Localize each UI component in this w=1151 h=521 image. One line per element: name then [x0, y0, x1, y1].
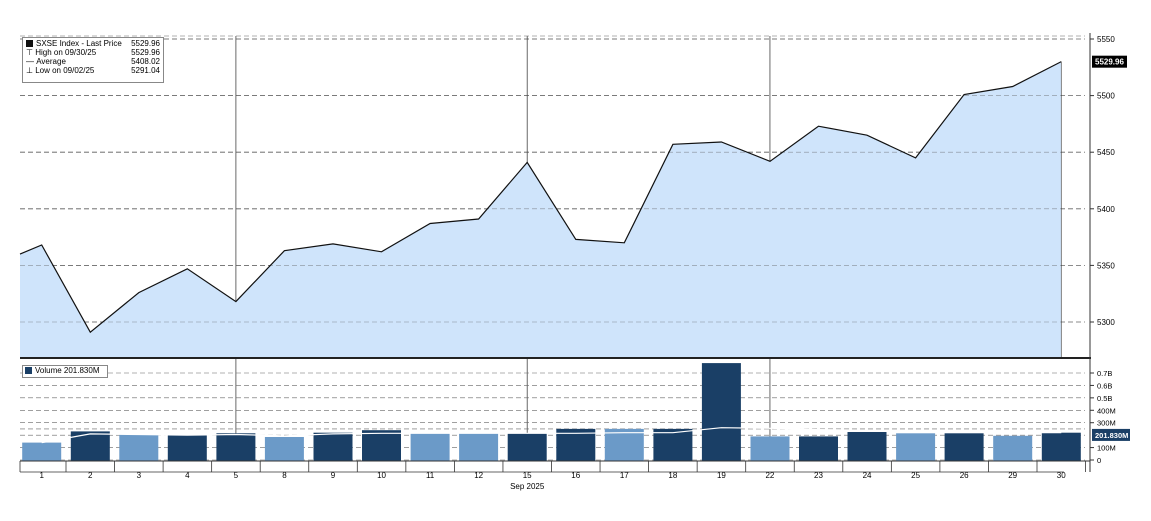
- price-legend-low: 5291.04: [131, 66, 160, 75]
- volume-bar: [1041, 432, 1081, 461]
- volume-bar: [410, 433, 450, 461]
- x-tick-label: 10: [377, 471, 386, 480]
- volume-bar: [896, 433, 936, 461]
- low-marker-icon: ⊥: [26, 66, 36, 75]
- volume-legend: Volume 201.830M: [22, 365, 108, 378]
- volume-tick-label: 0: [1097, 456, 1101, 465]
- x-tick-label: 17: [620, 471, 629, 480]
- price-tick-label: 5450: [1097, 148, 1115, 157]
- volume-bar: [604, 428, 644, 461]
- price-legend-low-row: ⊥ Low on 09/02/25 5291.04: [26, 66, 160, 75]
- price-legend-title-row: SXSE Index - Last Price 5529.96: [26, 39, 160, 48]
- price-legend-title: SXSE Index - Last Price: [36, 39, 122, 48]
- x-tick-label: 19: [717, 471, 726, 480]
- x-tick-label: 15: [523, 471, 532, 480]
- x-tick-label: 8: [282, 471, 287, 480]
- volume-moving-average-line: [41, 427, 1062, 444]
- price-area-fill: [20, 61, 1062, 358]
- price-legend-high-label: High on 09/30/25: [35, 48, 97, 57]
- x-tick-label: 24: [863, 471, 872, 480]
- volume-legend-label: Volume 201.830M: [35, 366, 100, 375]
- volume-bar: [847, 432, 887, 461]
- x-tick-label: 3: [137, 471, 142, 480]
- x-tick-label: 16: [571, 471, 580, 480]
- average-line-icon: —: [26, 57, 37, 66]
- volume-bar: [313, 432, 353, 461]
- last-price-badge: [1092, 55, 1127, 68]
- volume-series-swatch: [25, 367, 32, 374]
- x-tick-label: 9: [331, 471, 336, 480]
- price-legend-avg-label: Average: [36, 57, 66, 66]
- volume-bar: [799, 436, 838, 461]
- volume-tick-label: 0.6B: [1097, 381, 1112, 390]
- x-tick-label: 12: [474, 471, 483, 480]
- last-price-badge-label: 5529.96: [1095, 58, 1124, 67]
- volume-bar-layer: [22, 363, 1081, 461]
- x-tick-label: 26: [960, 471, 969, 480]
- price-legend-high-row: ⊤ High on 09/30/25 5529.96: [26, 48, 160, 57]
- axis-layer: 5550550054505400535053000.7B0.6B0.5B400M…: [19, 33, 1130, 491]
- price-tick-label: 5400: [1097, 205, 1115, 214]
- x-axis-label: Sep 2025: [510, 482, 545, 491]
- volume-tick-label: 300M: [1097, 419, 1116, 428]
- volume-bar: [264, 437, 304, 461]
- last-volume-badge-label: 201.830M: [1095, 431, 1128, 440]
- price-tick-label: 5550: [1097, 35, 1115, 44]
- volume-tick-label: 0.5B: [1097, 394, 1112, 403]
- volume-bar: [119, 434, 159, 461]
- high-marker-icon: ⊤: [26, 48, 36, 57]
- price-tick-label: 5500: [1097, 92, 1115, 101]
- x-tick-label: 1: [39, 471, 44, 480]
- price-area-layer: [19, 38, 1062, 358]
- last-volume-badge: [1092, 428, 1130, 441]
- price-line: [19, 61, 1062, 334]
- x-tick-label: 22: [765, 471, 774, 480]
- volume-tick-label: 400M: [1097, 406, 1116, 415]
- x-tick-label: 5: [234, 471, 239, 480]
- volume-tick-label: 100M: [1097, 444, 1116, 453]
- x-tick-label: 11: [426, 471, 435, 480]
- price-legend-high: 5529.96: [131, 48, 160, 57]
- volume-bar: [22, 442, 62, 461]
- price-legend: SXSE Index - Last Price 5529.96 ⊤ High o…: [22, 37, 164, 83]
- price-tick-label: 5350: [1097, 261, 1115, 270]
- volume-bar: [216, 433, 256, 461]
- volume-bar: [993, 435, 1033, 461]
- x-tick-label: 4: [185, 471, 190, 480]
- volume-bar: [556, 428, 596, 461]
- x-tick-label: 2: [88, 471, 93, 480]
- x-tick-label: 29: [1008, 471, 1017, 480]
- price-tick-label: 5300: [1097, 318, 1115, 327]
- volume-bar: [653, 428, 693, 461]
- price-legend-avg: 5408.02: [131, 57, 160, 66]
- x-tick-label: 23: [814, 471, 823, 480]
- price-legend-last: 5529.96: [131, 39, 160, 48]
- x-tick-label: 25: [911, 471, 920, 480]
- volume-bar: [701, 363, 741, 461]
- x-tick-label: 30: [1057, 471, 1066, 480]
- volume-bar: [944, 433, 984, 461]
- volume-bar: [507, 433, 547, 461]
- volume-bar: [459, 433, 499, 461]
- price-legend-avg-row: — Average 5408.02: [26, 57, 160, 66]
- volume-bar: [362, 430, 401, 461]
- x-tick-label: 18: [668, 471, 677, 480]
- volume-tick-label: 0.7B: [1097, 369, 1112, 378]
- volume-bar: [167, 434, 207, 461]
- price-legend-low-label: Low on 09/02/25: [35, 66, 95, 75]
- volume-bar: [750, 436, 790, 461]
- price-series-swatch: [26, 40, 33, 48]
